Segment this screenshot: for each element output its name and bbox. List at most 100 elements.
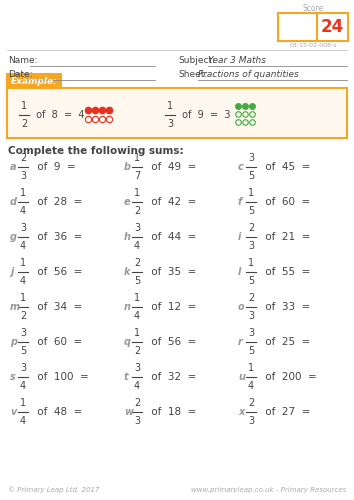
Text: 3: 3 [20,171,26,181]
Text: of  56  =: of 56 = [34,267,82,277]
Text: f: f [238,197,242,207]
Text: r: r [238,337,243,347]
Text: a: a [10,162,17,172]
Text: v: v [10,407,16,417]
Text: 1: 1 [134,293,140,303]
Text: www.primaryleap.co.uk - Primary Resources: www.primaryleap.co.uk - Primary Resource… [191,487,346,493]
Text: 4: 4 [20,416,26,426]
Text: u: u [238,372,245,382]
Text: of  32  =: of 32 = [148,372,196,382]
Text: 4: 4 [134,311,140,321]
Text: 1: 1 [134,328,140,338]
Text: of  56  =: of 56 = [148,337,196,347]
Text: 3: 3 [248,328,254,338]
Text: 7: 7 [134,171,140,181]
Text: of  60  =: of 60 = [34,337,82,347]
Text: b: b [124,162,131,172]
Text: of  42  =: of 42 = [148,197,196,207]
Text: of  12  =: of 12 = [148,302,196,312]
Text: of  60  =: of 60 = [262,197,310,207]
Text: © Primary Leap Ltd. 2017: © Primary Leap Ltd. 2017 [8,486,99,493]
Text: Fractions of quantities: Fractions of quantities [198,70,299,79]
Text: of  55  =: of 55 = [262,267,310,277]
Text: Complete the following sums:: Complete the following sums: [8,146,184,156]
Text: 2: 2 [20,153,26,163]
FancyBboxPatch shape [278,13,348,41]
Text: 2: 2 [21,119,27,129]
Text: 5: 5 [248,346,254,356]
Text: of  9  =: of 9 = [34,162,76,172]
Text: 4: 4 [20,241,26,251]
Text: g: g [10,232,17,242]
Text: p: p [10,337,17,347]
Text: c: c [238,162,244,172]
Text: 3: 3 [248,241,254,251]
Text: of  200  =: of 200 = [262,372,317,382]
Text: 3: 3 [248,311,254,321]
Text: of  44  =: of 44 = [148,232,196,242]
Text: Year 3 Maths: Year 3 Maths [208,56,266,65]
Text: o: o [238,302,245,312]
Text: 3: 3 [134,223,140,233]
Text: 4: 4 [134,241,140,251]
Text: 2: 2 [248,398,254,408]
Text: of  48  =: of 48 = [34,407,82,417]
Text: 4: 4 [248,381,254,391]
Text: j: j [10,267,13,277]
Text: of  27  =: of 27 = [262,407,310,417]
Text: 3: 3 [134,363,140,373]
Text: 1: 1 [134,188,140,198]
Text: 3: 3 [248,153,254,163]
Text: of  33  =: of 33 = [262,302,310,312]
Text: 1: 1 [21,101,27,111]
Text: Sheet:: Sheet: [178,70,207,79]
Text: s: s [10,372,16,382]
Text: 3: 3 [134,416,140,426]
Text: 4: 4 [134,381,140,391]
Text: of  45  =: of 45 = [262,162,310,172]
Text: q: q [124,337,131,347]
Text: d: d [10,197,17,207]
Text: of  9  =  3: of 9 = 3 [179,110,230,120]
Text: of  28  =: of 28 = [34,197,82,207]
Text: 4: 4 [20,381,26,391]
Text: 1: 1 [248,363,254,373]
Text: 5: 5 [20,346,26,356]
Text: x: x [238,407,244,417]
Text: 1: 1 [134,153,140,163]
Text: of  49  =: of 49 = [148,162,196,172]
Text: n: n [124,302,131,312]
Text: 2: 2 [248,223,254,233]
Text: of  34  =: of 34 = [34,302,82,312]
Text: w: w [124,407,133,417]
Text: 03-15-02-008-s: 03-15-02-008-s [289,43,337,48]
Text: i: i [238,232,241,242]
Text: 5: 5 [248,206,254,216]
Text: 3: 3 [20,363,26,373]
Text: 2: 2 [20,311,26,321]
Text: of  25  =: of 25 = [262,337,310,347]
Text: l: l [238,267,241,277]
Text: 2: 2 [134,258,140,268]
Text: k: k [124,267,131,277]
Text: 4: 4 [20,206,26,216]
Text: 3: 3 [248,416,254,426]
Text: 2: 2 [134,346,140,356]
Text: 2: 2 [134,398,140,408]
Text: 24: 24 [321,18,344,36]
FancyBboxPatch shape [7,74,61,88]
Text: Example:: Example: [11,76,57,86]
Text: 5: 5 [248,171,254,181]
Text: of  21  =: of 21 = [262,232,310,242]
Text: 5: 5 [248,276,254,286]
Text: h: h [124,232,131,242]
Text: m: m [10,302,20,312]
Text: Date:: Date: [8,70,33,79]
Text: 3: 3 [20,223,26,233]
Text: 4: 4 [20,276,26,286]
Text: 1: 1 [20,188,26,198]
Text: 1: 1 [248,188,254,198]
FancyBboxPatch shape [7,88,347,138]
Text: Score: Score [302,4,324,13]
Text: 5: 5 [134,276,140,286]
